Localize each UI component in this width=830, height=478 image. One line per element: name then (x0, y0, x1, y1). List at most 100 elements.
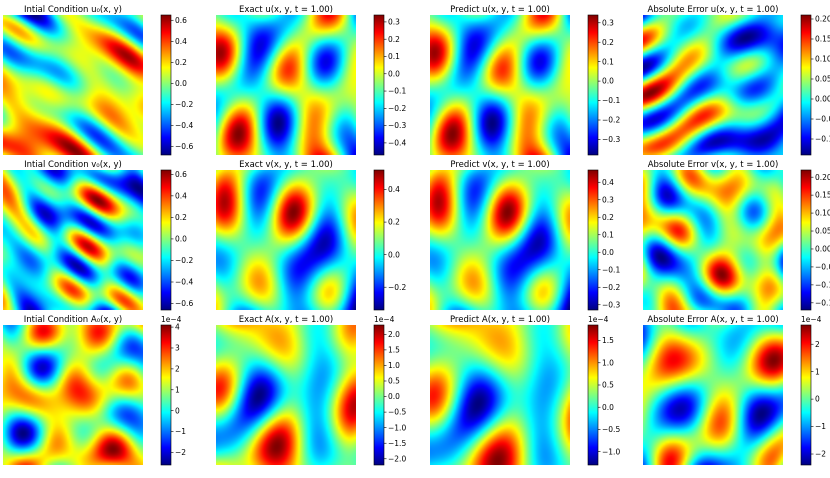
colorbar-tick-label: 0.3 (602, 195, 614, 204)
colorbar-scale-label: 1e−4 (801, 315, 822, 324)
colorbar-tick-label: 1.0 (388, 361, 400, 370)
colorbar-tick-label: 2.0 (388, 330, 400, 339)
heatmap-image (216, 170, 356, 310)
colorbar-tick-label: −1 (175, 427, 186, 436)
colorbar-tick-label: 0.2 (388, 35, 400, 44)
heatmap-image (643, 15, 783, 155)
colorbar (373, 14, 385, 156)
colorbar-tick-label: −0.4 (175, 121, 193, 130)
colorbar-tick-label: 0.0 (175, 79, 187, 88)
panel: Predict A(x, y, t = 1.00) 1e−4 1.5 1.0 0.5 0.… (430, 315, 620, 466)
colorbar-tick-label: −0.05 (815, 263, 830, 272)
colorbar-tick-label: 3 (175, 344, 180, 353)
colorbar-tick-label: 0.15 (815, 35, 830, 44)
colorbar-tick-label: 0.2 (388, 218, 400, 227)
panel: Absolute Error v(x, y, t = 1.00) 0.20 0.15… (643, 160, 830, 311)
colorbar-tick-label: −0.2 (388, 104, 406, 113)
heatmap-image (643, 325, 783, 465)
colorbar-tick-label: 1 (175, 385, 180, 394)
colorbar-tick-label: 0.0 (602, 403, 614, 412)
panel-title: Exact v(x, y, t = 1.00) (239, 160, 333, 170)
heatmap-image (3, 15, 143, 155)
panel-title: Predict A(x, y, t = 1.00) (450, 315, 550, 325)
colorbar-tick-label: 0.2 (175, 213, 187, 222)
colorbar-tick-label: −1.5 (388, 439, 406, 448)
panel-title: Intial Condition A₀(x, y) (24, 315, 122, 325)
colorbar-tick-label: 0.4 (388, 185, 400, 194)
colorbar-tick-label: −0.05 (815, 115, 830, 124)
colorbar-tick-label: 1 (815, 367, 820, 376)
colorbar-tick-label: −0.2 (602, 116, 620, 125)
panel-title: Exact u(x, y, t = 1.00) (239, 5, 333, 15)
panel-title: Predict u(x, y, t = 1.00) (450, 5, 550, 15)
colorbar-tick-label: −0.5 (388, 408, 406, 417)
colorbar-tick-label: 0.0 (388, 392, 400, 401)
colorbar-tick-label: 0.2 (175, 58, 187, 67)
colorbar-scale-label: 1e−4 (161, 315, 182, 324)
panel-title: Predict v(x, y, t = 1.00) (450, 160, 549, 170)
colorbar-tick-label: −0.2 (175, 256, 193, 265)
colorbar-tick-label: −0.15 (815, 298, 830, 307)
heatmap-image (430, 15, 570, 155)
heatmap-image (3, 325, 143, 465)
colorbar (587, 169, 599, 311)
colorbar-tick-label: −0.6 (175, 142, 193, 151)
heatmap-image (3, 170, 143, 310)
colorbar-tick-label: −0.3 (388, 121, 406, 130)
panel: Intial Condition u₀(x, y) 0.6 0.4 0.2 0.0 −0.… (3, 5, 193, 156)
colorbar-tick-label: 0.4 (175, 37, 187, 46)
colorbar-tick-label: −0.10 (815, 280, 830, 289)
panel: Exact v(x, y, t = 1.00) 0.4 0.2 0.0 −0.2 (216, 160, 406, 311)
colorbar-tick-label: 0.20 (815, 15, 830, 24)
colorbar (160, 324, 172, 466)
colorbar-tick-label: −0.1 (602, 265, 620, 274)
colorbar-tick-label: 0.2 (602, 38, 614, 47)
colorbar-tick-label: −0.1 (388, 87, 406, 96)
colorbar-tick-label: 4 (175, 323, 180, 332)
colorbar-tick-label: −0.3 (602, 300, 620, 309)
colorbar-tick-label: 1.0 (602, 358, 614, 367)
colorbar-tick-label: 0.20 (815, 173, 830, 182)
colorbar (800, 14, 812, 156)
colorbar-tick-label: −2 (815, 450, 826, 459)
colorbar-tick-label: 2 (175, 364, 180, 373)
colorbar-tick-label: −0.5 (602, 425, 620, 434)
colorbar-tick-label: 0.4 (175, 191, 187, 200)
colorbar-tick-label: 0.6 (175, 170, 187, 179)
heatmap-image (216, 325, 356, 465)
colorbar-tick-label: 0.0 (388, 250, 400, 259)
colorbar-tick-label: 0.1 (602, 57, 614, 66)
colorbar-tick-label: 0.05 (815, 227, 830, 236)
panel: Absolute Error u(x, y, t = 1.00) 0.20 0.15… (643, 5, 830, 156)
colorbar-tick-label: 0 (175, 406, 180, 415)
colorbar (587, 324, 599, 466)
colorbar-tick-label: −0.2 (175, 100, 193, 109)
panel: Exact A(x, y, t = 1.00) 1e−4 2.0 1.5 1.0 0.5 0… (216, 315, 406, 466)
panel-title: Absolute Error u(x, y, t = 1.00) (648, 5, 779, 15)
colorbar (587, 14, 599, 156)
colorbar-tick-label: −1 (815, 422, 826, 431)
panel-title: Absolute Error A(x, y, t = 1.00) (647, 315, 778, 325)
colorbar-tick-label: −0.3 (602, 135, 620, 144)
panel-title: Intial Condition v₀(x, y) (24, 160, 122, 170)
colorbar-tick-label: 0.3 (388, 18, 400, 27)
heatmap-image (430, 170, 570, 310)
colorbar-tick-label: 0.6 (175, 16, 187, 25)
panel: Intial Condition A₀(x, y) 1e−44 3 2 1 0 −1 −2 (3, 315, 186, 466)
colorbar-tick-label: 1.5 (602, 336, 614, 345)
colorbar-tick-label: 0.05 (815, 75, 830, 84)
colorbar-tick-label: 0.00 (815, 245, 830, 254)
colorbar-tick-label: 0.5 (602, 381, 614, 390)
colorbar (373, 169, 385, 311)
colorbar-tick-label: −0.1 (602, 96, 620, 105)
colorbar-tick-label: 0.2 (602, 213, 614, 222)
panel: Predict v(x, y, t = 1.00) 0.4 0.3 0.2 0.1 0.0… (430, 160, 620, 311)
colorbar (160, 169, 172, 311)
colorbar-tick-label: 0.1 (602, 230, 614, 239)
colorbar-tick-label: −0.10 (815, 135, 830, 144)
colorbar-tick-label: −0.2 (602, 283, 620, 292)
panel: Absolute Error A(x, y, t = 1.00) 1e−4 2 1 0 −… (643, 315, 826, 466)
colorbar-scale-label: 1e−4 (374, 315, 395, 324)
colorbar-scale-label: 1e−4 (588, 315, 609, 324)
